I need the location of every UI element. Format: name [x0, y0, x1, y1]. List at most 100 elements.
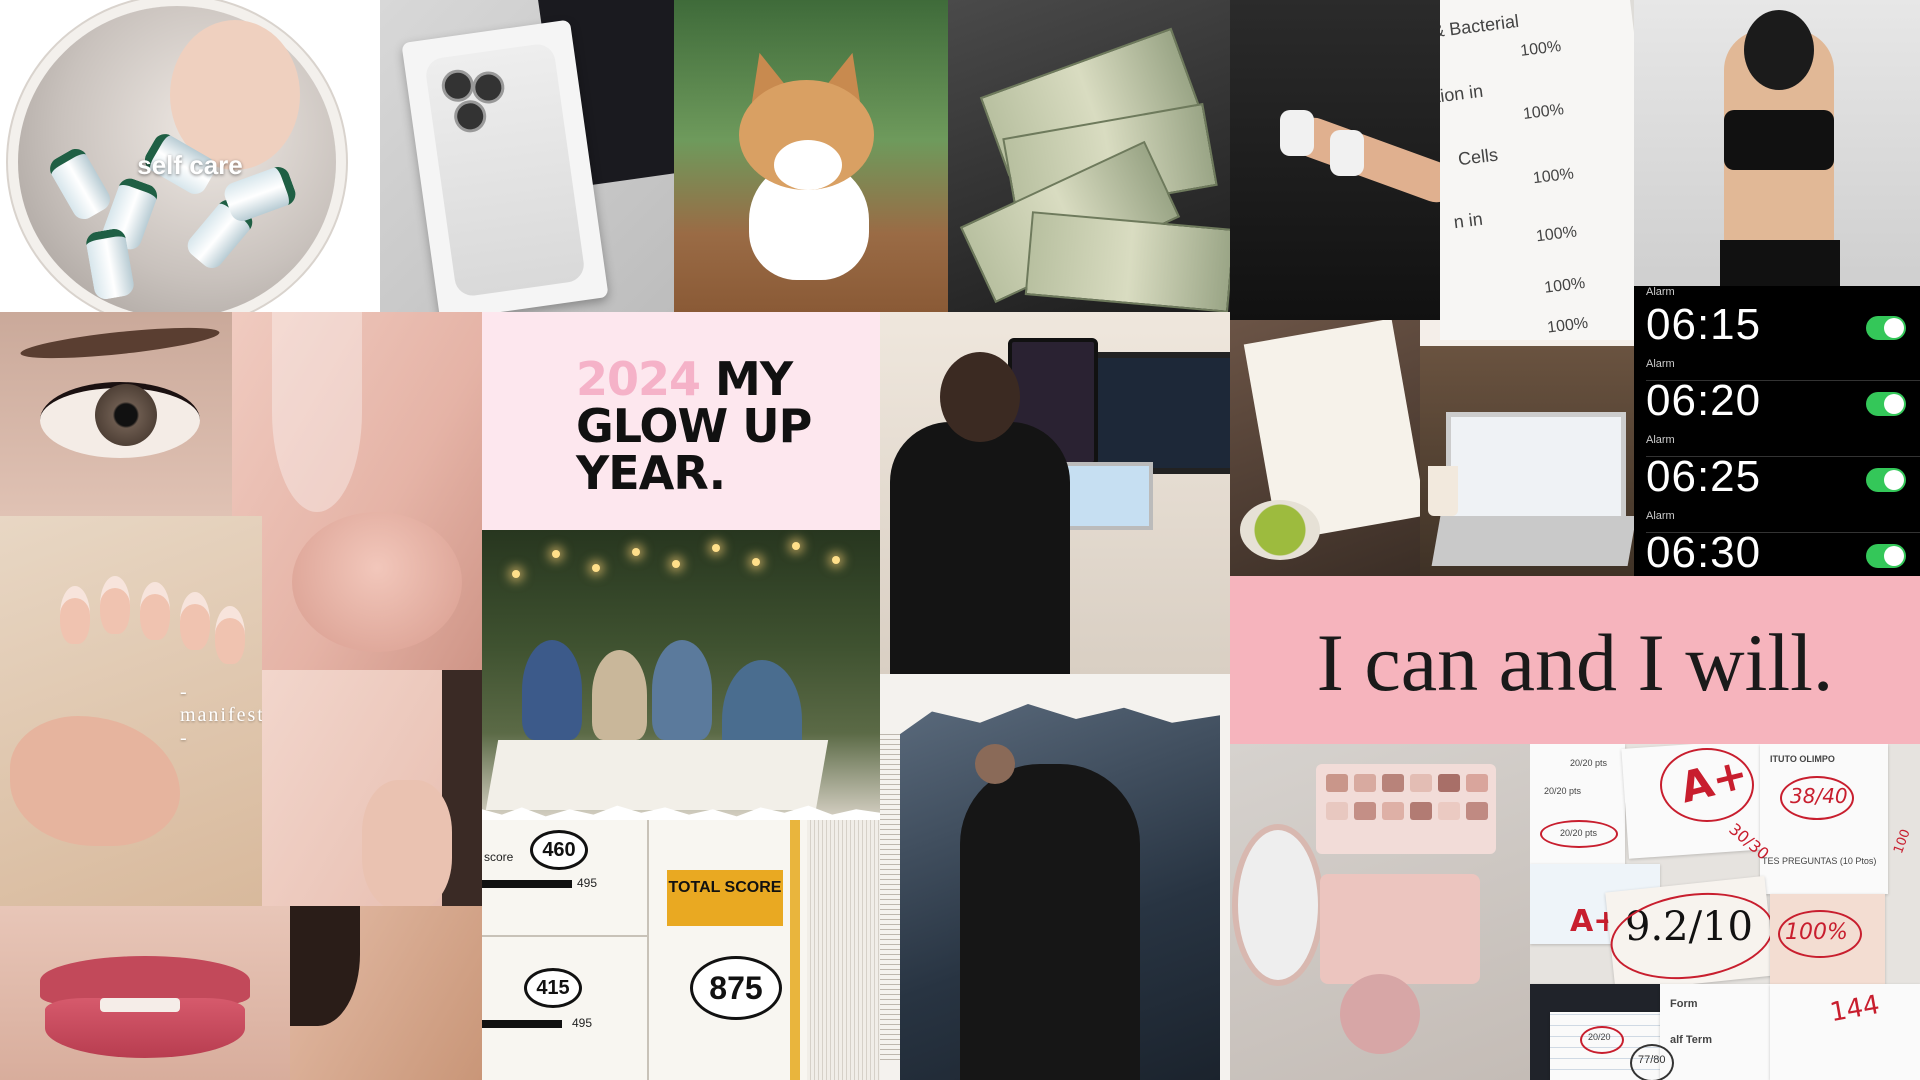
result-value: 100% — [1546, 314, 1590, 337]
title-glow-up: GLOW UP — [576, 399, 812, 453]
alarm-toggle[interactable] — [1866, 468, 1906, 492]
string-light — [632, 548, 640, 556]
shorts — [1720, 240, 1840, 286]
person — [592, 650, 647, 740]
string-light — [512, 570, 520, 578]
result-label: tion in — [1440, 80, 1485, 107]
glow-up-title-card: 2024 MY GLOW UP YEAR. — [482, 312, 880, 530]
toe — [140, 582, 170, 640]
fingers — [362, 780, 452, 906]
alarm-divider — [1646, 380, 1920, 381]
alarm-label: Alarm — [1646, 358, 1675, 370]
fitness-mirror-selfie — [1634, 0, 1920, 286]
total-score-bubble: 875 — [690, 956, 782, 1020]
grade-ring — [1660, 748, 1754, 822]
alarm-row[interactable]: 06:30 — [1646, 528, 1916, 576]
book-matcha-photo — [1230, 320, 1420, 576]
newspaper-strip — [807, 820, 882, 1080]
laptop-keyboard — [1431, 516, 1634, 566]
hooded-figure — [960, 764, 1140, 1080]
toe — [180, 592, 210, 650]
divider — [647, 820, 649, 1080]
clear-skin-photo — [262, 670, 482, 906]
eyeshadow-palette — [1316, 764, 1496, 854]
alarm-row[interactable]: 06:25 Alarm — [1646, 452, 1916, 522]
total-score-badge: TOTAL SCORE — [667, 870, 783, 926]
shadow-pan — [1466, 774, 1488, 792]
alarm-row[interactable]: 06:20 Alarm — [1646, 376, 1916, 446]
laptop — [1055, 462, 1153, 530]
makeup-flatlay-photo — [1230, 744, 1530, 1080]
affirmation-text: I can and I will. — [1316, 617, 1834, 708]
dog-muzzle — [774, 140, 842, 190]
nose-bridge — [272, 312, 362, 512]
person-at-desk — [890, 422, 1070, 674]
grade-ring — [1778, 910, 1862, 958]
string-light — [832, 556, 840, 564]
title-year-word: YEAR. — [576, 446, 726, 500]
page-title: 2024 MY GLOW UP YEAR. — [576, 356, 812, 500]
toe — [60, 586, 90, 644]
hand-mirror — [1232, 824, 1324, 986]
hair — [290, 906, 360, 1026]
shadow-pan — [1354, 774, 1376, 792]
hoodie-street-photo — [880, 674, 1230, 1080]
toe — [100, 576, 130, 634]
result-value: 100% — [1535, 223, 1578, 246]
shadow-pan — [1326, 802, 1348, 820]
result-label: n in — [1452, 208, 1484, 233]
shadow-pan — [1466, 802, 1488, 820]
manifest-caption: - manifest - — [180, 681, 262, 749]
graded-papers-collage: 20/20 pts 20/20 pts 20/20 pts A+ ITUTO O… — [1530, 744, 1920, 1080]
alarm-time: 06:25 — [1646, 452, 1762, 501]
grade-ring — [1630, 1044, 1674, 1080]
result-value: 100% — [1543, 274, 1587, 297]
shadow-pan — [1438, 774, 1460, 792]
cafe-laptop-photo — [1420, 346, 1634, 576]
section-title: TES PREGUNTAS (10 Ptos) — [1762, 856, 1877, 866]
score-bubble: 415 — [524, 968, 582, 1008]
grade-nine-two: 9.2/10 — [1625, 904, 1753, 950]
result-label: Cells — [1456, 144, 1500, 170]
laptop-screen — [1446, 412, 1626, 522]
string-light — [672, 560, 680, 568]
hair — [1744, 10, 1814, 90]
gym-leg-press-photo — [1230, 0, 1440, 320]
monitor — [1090, 352, 1230, 474]
results-paper: & Bacterial 100% tion in 100% Cells 100%… — [1440, 0, 1634, 340]
accent-stripe — [790, 820, 800, 1080]
person — [652, 640, 712, 740]
points-note: 20/20 pts — [1544, 786, 1582, 796]
shadow-pan — [1382, 802, 1404, 820]
string-light — [552, 550, 560, 558]
score-max: 495 — [572, 1016, 593, 1030]
shadow-pan — [1326, 774, 1348, 792]
result-value: 100% — [1532, 165, 1575, 188]
coffee-cup — [1428, 466, 1458, 516]
score-bar — [482, 1020, 562, 1028]
alarm-divider — [1646, 532, 1920, 533]
alarm-toggle[interactable] — [1866, 392, 1906, 416]
paper — [1660, 984, 1770, 1080]
glossy-lips-photo — [0, 906, 290, 1080]
matcha-cup — [1240, 500, 1320, 560]
school-name: ITUTO OLIMPO — [1770, 754, 1835, 764]
result-label: & Bacterial — [1440, 10, 1520, 42]
toe — [215, 606, 245, 664]
score-bubble: 460 — [530, 830, 588, 870]
dinner-table — [485, 740, 829, 810]
blush-case — [1320, 874, 1480, 984]
result-value: 100% — [1519, 37, 1563, 60]
score-bar — [482, 880, 572, 888]
title-year: 2024 — [576, 352, 701, 406]
alarm-row[interactable]: 06:15 Alarm — [1646, 300, 1916, 370]
score-max: 495 — [577, 876, 598, 890]
eyebrow — [19, 321, 221, 365]
jawline-photo — [290, 906, 482, 1080]
string-light — [792, 542, 800, 550]
corgi-puppy-photo — [674, 0, 948, 312]
alarm-toggle[interactable] — [1866, 316, 1906, 340]
alarm-toggle[interactable] — [1866, 544, 1906, 568]
percent-results-sheet: & Bacterial 100% tion in 100% Cells 100%… — [1440, 0, 1634, 340]
alarm-time: 06:15 — [1646, 300, 1762, 349]
